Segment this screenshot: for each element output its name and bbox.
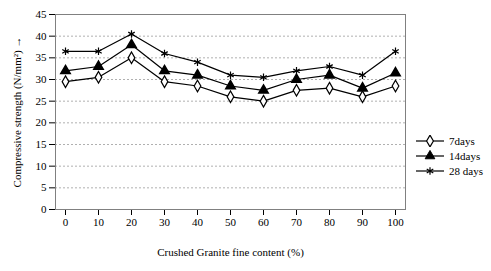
svg-text:60: 60: [258, 216, 270, 228]
svg-text:40: 40: [192, 216, 204, 228]
svg-text:30: 30: [36, 73, 48, 85]
html-text:7days: 7days: [449, 134, 475, 147]
svg-text:80: 80: [324, 216, 336, 228]
svg-text:45: 45: [36, 8, 48, 20]
html-text:14days: 14days: [449, 149, 481, 162]
svg-text:35: 35: [36, 51, 48, 63]
html-text:28 days: 28 days: [449, 164, 483, 177]
svg-text:0: 0: [63, 216, 69, 228]
svg-text:Compressive strength (N/mm²) →: Compressive strength (N/mm²) →: [11, 37, 24, 188]
svg-text:40: 40: [36, 30, 48, 42]
svg-text:20: 20: [36, 116, 48, 128]
svg-text:50: 50: [225, 216, 237, 228]
svg-text:100: 100: [387, 216, 404, 228]
svg-text:5: 5: [41, 181, 47, 193]
svg-text:10: 10: [36, 160, 48, 172]
svg-text:70: 70: [291, 216, 303, 228]
svg-text:25: 25: [36, 95, 48, 107]
svg-text:90: 90: [357, 216, 369, 228]
svg-text:Crushed Granite fine content (: Crushed Granite fine content (%): [157, 246, 304, 259]
svg-text:10: 10: [93, 216, 105, 228]
svg-text:30: 30: [159, 216, 171, 228]
svg-text:15: 15: [36, 138, 48, 150]
svg-text:0: 0: [41, 203, 47, 215]
svg-text:20: 20: [126, 216, 138, 228]
